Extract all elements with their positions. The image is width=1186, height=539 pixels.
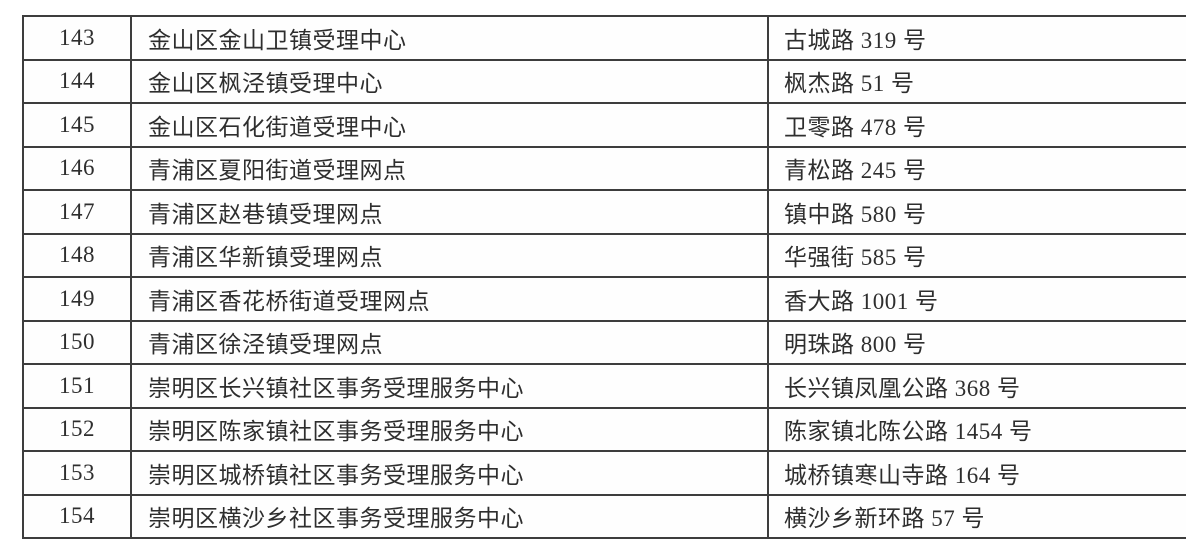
table-row: 144 金山区枫泾镇受理中心 枫杰路 51 号	[22, 58, 1186, 104]
center-name-cell: 金山区石化街道受理中心	[130, 102, 769, 148]
row-number-cell: 152	[22, 406, 132, 452]
center-name-cell: 崇明区陈家镇社区事务受理服务中心	[130, 406, 769, 452]
center-name-cell: 青浦区夏阳街道受理网点	[130, 145, 769, 191]
row-number-cell: 148	[22, 232, 132, 278]
table-row: 143 金山区金山卫镇受理中心 古城路 319 号	[22, 15, 1186, 61]
row-number-cell: 153	[22, 450, 132, 496]
center-name-cell: 青浦区赵巷镇受理网点	[130, 189, 769, 235]
address-cell: 明珠路 800 号	[767, 319, 1186, 365]
table-row: 152 崇明区陈家镇社区事务受理服务中心 陈家镇北陈公路 1454 号	[22, 406, 1186, 452]
row-number-cell: 146	[22, 145, 132, 191]
address-cell: 镇中路 580 号	[767, 189, 1186, 235]
center-name-cell: 崇明区城桥镇社区事务受理服务中心	[130, 450, 769, 496]
row-number-cell: 145	[22, 102, 132, 148]
table-row: 146 青浦区夏阳街道受理网点 青松路 245 号	[22, 145, 1186, 191]
address-cell: 香大路 1001 号	[767, 276, 1186, 322]
table-row: 148 青浦区华新镇受理网点 华强街 585 号	[22, 232, 1186, 278]
table-row: 149 青浦区香花桥街道受理网点 香大路 1001 号	[22, 276, 1186, 322]
address-cell: 卫零路 478 号	[767, 102, 1186, 148]
row-number-cell: 151	[22, 363, 132, 409]
row-number-cell: 143	[22, 15, 132, 61]
address-cell: 华强街 585 号	[767, 232, 1186, 278]
table-row: 150 青浦区徐泾镇受理网点 明珠路 800 号	[22, 319, 1186, 365]
row-number-cell: 144	[22, 58, 132, 104]
center-name-cell: 青浦区徐泾镇受理网点	[130, 319, 769, 365]
table-row: 145 金山区石化街道受理中心 卫零路 478 号	[22, 102, 1186, 148]
address-cell: 横沙乡新环路 57 号	[767, 493, 1186, 539]
row-number-cell: 149	[22, 276, 132, 322]
center-name-cell: 崇明区横沙乡社区事务受理服务中心	[130, 493, 769, 539]
service-center-table: 143 金山区金山卫镇受理中心 古城路 319 号 144 金山区枫泾镇受理中心…	[22, 15, 1186, 539]
table-row: 154 崇明区横沙乡社区事务受理服务中心 横沙乡新环路 57 号	[22, 493, 1186, 539]
table-row: 147 青浦区赵巷镇受理网点 镇中路 580 号	[22, 189, 1186, 235]
center-name-cell: 金山区枫泾镇受理中心	[130, 58, 769, 104]
row-number-cell: 150	[22, 319, 132, 365]
address-cell: 青松路 245 号	[767, 145, 1186, 191]
center-name-cell: 青浦区香花桥街道受理网点	[130, 276, 769, 322]
address-cell: 城桥镇寒山寺路 164 号	[767, 450, 1186, 496]
center-name-cell: 青浦区华新镇受理网点	[130, 232, 769, 278]
row-number-cell: 147	[22, 189, 132, 235]
address-cell: 陈家镇北陈公路 1454 号	[767, 406, 1186, 452]
center-name-cell: 崇明区长兴镇社区事务受理服务中心	[130, 363, 769, 409]
table-row: 153 崇明区城桥镇社区事务受理服务中心 城桥镇寒山寺路 164 号	[22, 450, 1186, 496]
address-cell: 古城路 319 号	[767, 15, 1186, 61]
address-cell: 枫杰路 51 号	[767, 58, 1186, 104]
table-row: 151 崇明区长兴镇社区事务受理服务中心 长兴镇凤凰公路 368 号	[22, 363, 1186, 409]
address-cell: 长兴镇凤凰公路 368 号	[767, 363, 1186, 409]
center-name-cell: 金山区金山卫镇受理中心	[130, 15, 769, 61]
row-number-cell: 154	[22, 493, 132, 539]
